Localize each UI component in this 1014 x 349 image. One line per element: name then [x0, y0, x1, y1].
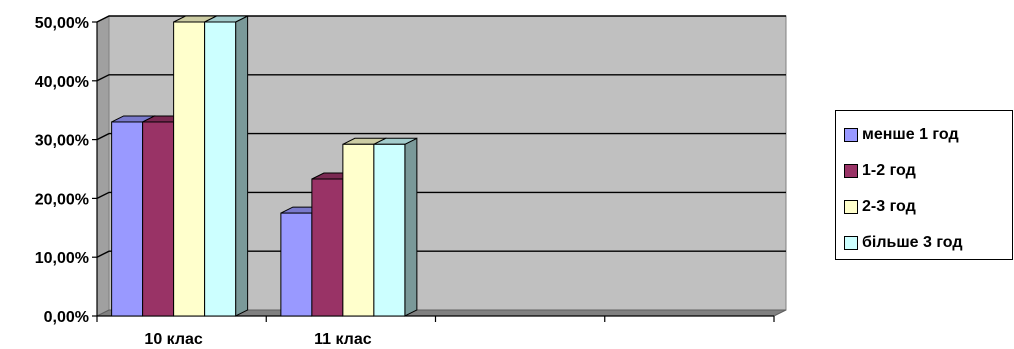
gridline — [96, 74, 786, 82]
y-tick-label: 10,00% — [35, 250, 89, 267]
gridline — [96, 250, 786, 258]
y-tick-label: 30,00% — [35, 133, 89, 150]
x-tick-label: 10 клас — [144, 331, 203, 348]
bar — [204, 15, 249, 317]
bar-front — [311, 178, 344, 317]
gridline — [96, 132, 786, 141]
bar-front — [280, 212, 313, 317]
x-tick-label: 11 клас — [314, 331, 372, 348]
bars — [111, 15, 418, 317]
gridlines — [96, 15, 786, 258]
legend-item: 2-3 год — [844, 189, 1012, 225]
legend-item: більше 3 год — [844, 225, 1012, 261]
legend: менше 1 год 1-2 год 2-3 год більше 3 год — [835, 110, 1013, 260]
bar-side — [404, 137, 418, 317]
legend-item: менше 1 год — [844, 117, 1012, 153]
x-axis-ticks: 10 клас 11 клас — [144, 331, 371, 348]
y-tick-label: 50,00% — [35, 15, 89, 32]
gridline — [96, 15, 786, 23]
legend-swatch — [844, 200, 858, 214]
bar-side — [235, 15, 249, 317]
legend-label: 1-2 год — [862, 162, 916, 179]
legend-label: більше 3 год — [862, 234, 963, 251]
bar — [373, 137, 418, 317]
y-axis-ticks: 0,00% 10,00% 20,00% 30,00% 40,00% 50,00% — [35, 15, 89, 326]
bar-front — [111, 121, 144, 317]
bar-front — [373, 143, 406, 317]
side-wall — [96, 15, 110, 317]
bar-front — [342, 143, 375, 317]
legend-swatch — [844, 164, 858, 178]
legend-label: менше 1 год — [862, 126, 959, 143]
y-tick-label: 20,00% — [35, 191, 89, 208]
legend-swatch — [844, 236, 858, 250]
bar-front — [142, 121, 175, 317]
bar-front — [204, 21, 237, 317]
y-tick-label: 0,00% — [44, 309, 89, 326]
legend-label: 2-3 год — [862, 198, 916, 215]
y-tick-label: 40,00% — [35, 74, 89, 91]
legend-swatch — [844, 128, 858, 142]
gridline — [96, 191, 786, 200]
legend-item: 1-2 год — [844, 153, 1012, 189]
bar-front — [173, 21, 206, 317]
